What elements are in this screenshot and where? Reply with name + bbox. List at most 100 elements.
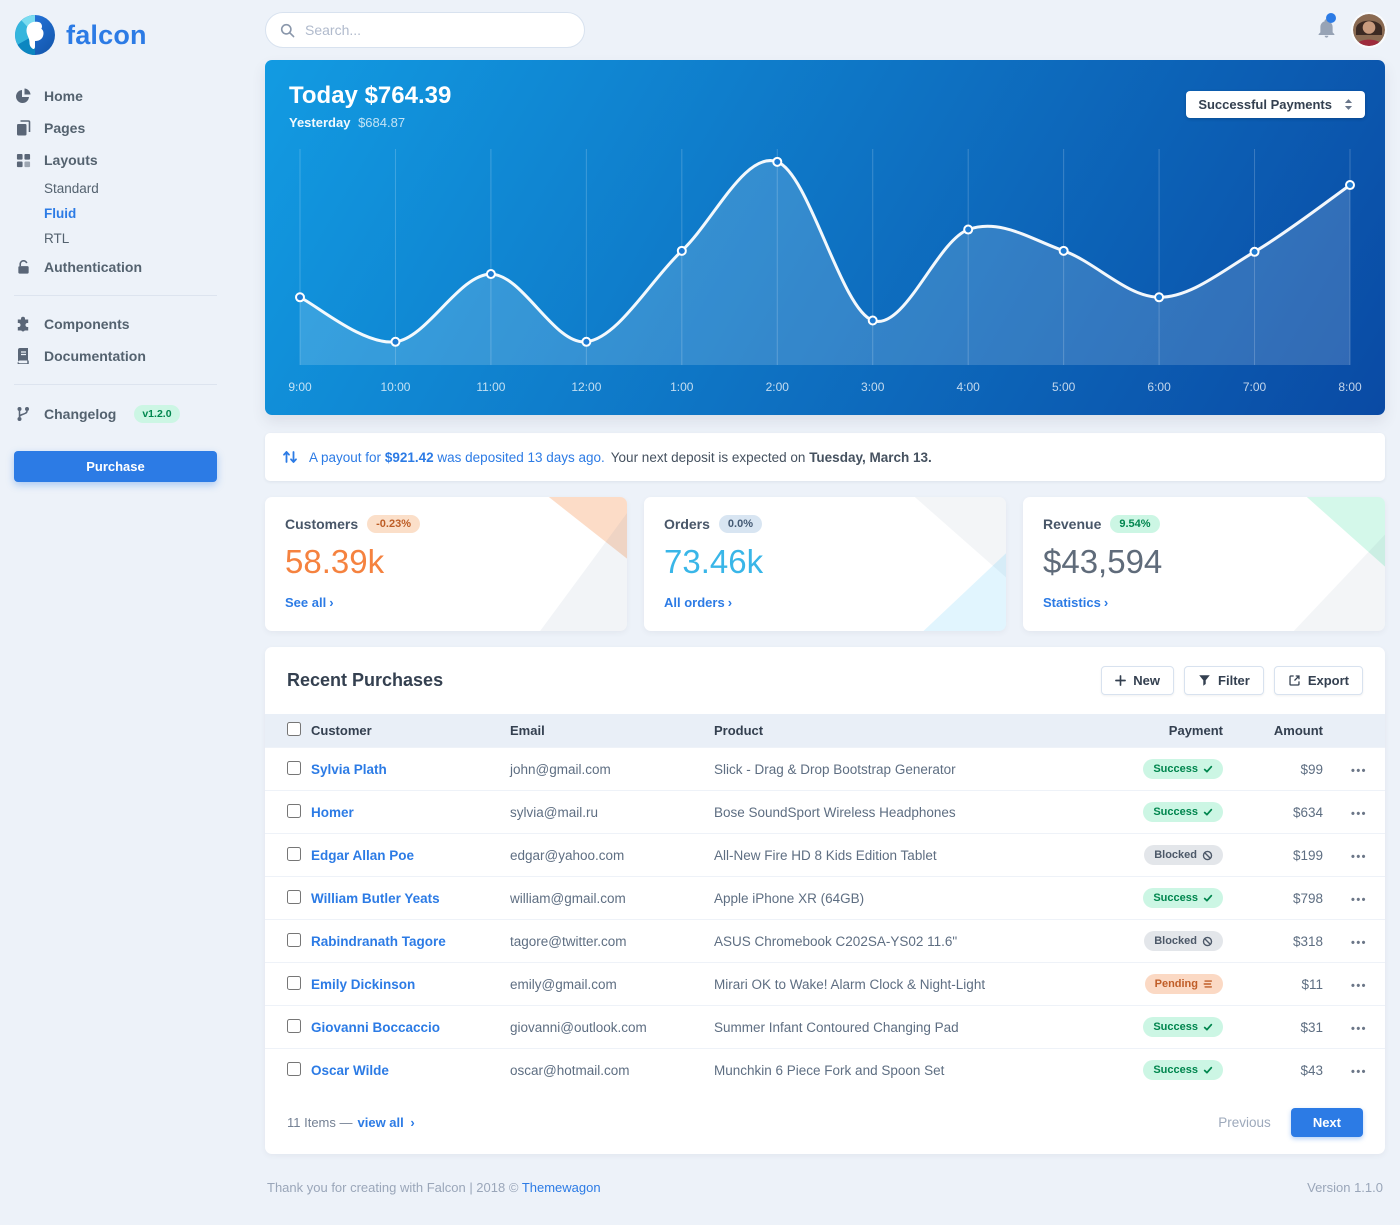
row-checkbox[interactable]: [287, 932, 301, 947]
chevron-right-icon: ›: [329, 595, 334, 610]
sidebar-item-layouts[interactable]: Layouts: [14, 144, 217, 176]
row-checkbox[interactable]: [287, 975, 301, 990]
product-cell: Apple iPhone XR (64GB): [704, 876, 1083, 920]
stream-icon: [1203, 979, 1213, 989]
row-menu-button[interactable]: •••: [1350, 936, 1368, 949]
customer-link[interactable]: Emily Dickinson: [311, 976, 416, 992]
sidebar-item-label: Components: [44, 316, 130, 332]
payout-notice: A payout for $921.42 was deposited 13 da…: [265, 433, 1385, 481]
payments-filter-select[interactable]: Successful Payments: [1186, 91, 1365, 118]
all-orders-link[interactable]: All orders ›: [664, 595, 733, 610]
row-menu-button[interactable]: •••: [1350, 1022, 1368, 1035]
table-header-row: Customer Email Product Payment Amount: [265, 714, 1385, 748]
row-checkbox[interactable]: [287, 803, 301, 818]
page-footer: Thank you for creating with Falcon | 201…: [265, 1154, 1385, 1225]
row-menu-button[interactable]: •••: [1350, 979, 1368, 992]
user-avatar[interactable]: [1353, 14, 1385, 46]
sidebar-item-home[interactable]: Home: [14, 80, 217, 112]
sidebar-item-rtl[interactable]: RTL: [44, 231, 70, 246]
sidebar-item-pages[interactable]: Pages: [14, 112, 217, 144]
email-cell: tagore@twitter.com: [500, 919, 704, 963]
sidebar-divider: [14, 295, 217, 296]
payments-filter-value: Successful Payments: [1198, 97, 1332, 112]
purchase-button[interactable]: Purchase: [14, 451, 217, 482]
brand-name: falcon: [66, 19, 147, 50]
view-all-link[interactable]: view all ›: [357, 1115, 415, 1130]
sidebar-item-standard[interactable]: Standard: [44, 181, 99, 196]
stat-title: Orders: [664, 516, 710, 532]
falcon-logo-icon: [15, 15, 55, 55]
notice-text-dark: Your next deposit is expected on Tuesday…: [610, 449, 932, 465]
filter-icon: [1199, 675, 1210, 686]
row-checkbox[interactable]: [287, 760, 301, 775]
customer-link[interactable]: Giovanni Boccaccio: [311, 1019, 441, 1035]
export-button[interactable]: Export: [1273, 666, 1363, 695]
brand-logo[interactable]: falcon: [14, 0, 217, 80]
email-cell: john@gmail.com: [500, 747, 704, 791]
row-menu-button[interactable]: •••: [1350, 893, 1368, 906]
svg-text:2:00: 2:00: [766, 380, 790, 394]
row-menu-button[interactable]: •••: [1350, 850, 1368, 863]
column-header-product: Product: [704, 714, 1083, 748]
table-row: Homer sylvia@mail.ru Bose SoundSport Wirel…: [265, 790, 1385, 834]
payment-status-badge: Success: [1143, 759, 1223, 779]
row-checkbox[interactable]: [287, 1061, 301, 1076]
sidebar-item-label: Changelog: [44, 406, 117, 422]
footer-version: Version 1.1.0: [1307, 1180, 1383, 1195]
stat-change-badge: -0.23%: [367, 515, 420, 533]
search-icon: [280, 23, 295, 38]
next-button[interactable]: Next: [1290, 1108, 1363, 1137]
pages-icon: [14, 120, 32, 136]
select-all-checkbox[interactable]: [287, 722, 301, 736]
chart-title: Today $764.39: [289, 82, 452, 109]
payout-amount: $921.42: [384, 449, 434, 465]
svg-text:4:00: 4:00: [957, 380, 981, 394]
svg-text:12:00: 12:00: [571, 380, 601, 394]
sidebar-item-fluid[interactable]: Fluid: [44, 206, 77, 221]
row-checkbox[interactable]: [287, 846, 301, 861]
stat-value: 58.39k: [285, 543, 385, 580]
recent-purchases-card: Recent Purchases New Filter Export: [265, 647, 1385, 1154]
statistics-link[interactable]: Statistics ›: [1043, 595, 1109, 610]
sidebar-item-changelog[interactable]: Changelog v1.2.0: [14, 397, 217, 431]
sidebar-item-documentation[interactable]: Documentation: [14, 340, 217, 372]
sidebar-item-label: Documentation: [44, 348, 146, 364]
stat-change-badge: 0.0%: [718, 515, 762, 533]
email-cell: edgar@yahoo.com: [500, 833, 704, 877]
avatar-image: [1353, 14, 1385, 46]
purchases-table-body: Sylvia Plath john@gmail.com Slick - Drag &…: [265, 747, 1385, 1091]
row-menu-button[interactable]: •••: [1350, 807, 1368, 820]
purchases-table: Customer Email Product Payment Amount Sy…: [265, 714, 1385, 1091]
row-checkbox[interactable]: [287, 1018, 301, 1033]
customer-link[interactable]: Edgar Allan Poe: [311, 847, 415, 863]
svg-text:9:00: 9:00: [288, 380, 312, 394]
yesterday-label: Yesterday: [289, 115, 351, 130]
row-checkbox[interactable]: [287, 889, 301, 904]
customer-link[interactable]: Homer: [311, 804, 354, 820]
customer-link[interactable]: Sylvia Plath: [311, 761, 387, 777]
customers-card: Customers -0.23% 58.39k See all ›: [265, 497, 627, 631]
product-cell: Mirari OK to Wake! Alarm Clock & Night-L…: [704, 962, 1083, 1006]
notifications-button[interactable]: [1316, 12, 1337, 44]
notice-text-blue: A payout for $921.42 was deposited 13 da…: [309, 449, 605, 465]
previous-button[interactable]: Previous: [1218, 1115, 1271, 1130]
customer-link[interactable]: Rabindranath Tagore: [311, 933, 446, 949]
payment-status-badge: Success: [1143, 888, 1223, 908]
layout-grid-icon: [14, 153, 32, 168]
table-row: Edgar Allan Poe edgar@yahoo.com All-New Fi…: [265, 833, 1385, 877]
themewagon-link[interactable]: Themewagon: [521, 1180, 601, 1195]
see-all-link[interactable]: See all ›: [285, 595, 334, 610]
unlock-icon: [14, 259, 32, 275]
check-icon: [1203, 1022, 1213, 1032]
row-menu-button[interactable]: •••: [1350, 1065, 1368, 1078]
customer-link[interactable]: Oscar Wilde: [311, 1062, 389, 1078]
svg-text:11:00: 11:00: [476, 380, 505, 394]
sidebar-item-components[interactable]: Components: [14, 308, 217, 340]
sidebar-item-authentication[interactable]: Authentication: [14, 251, 217, 283]
svg-text:5:00: 5:00: [1052, 380, 1076, 394]
row-menu-button[interactable]: •••: [1350, 764, 1368, 777]
filter-button[interactable]: Filter: [1184, 666, 1264, 695]
customer-link[interactable]: William Butler Yeats: [311, 890, 440, 906]
search-input[interactable]: [303, 21, 570, 39]
new-button[interactable]: New: [1101, 666, 1175, 695]
